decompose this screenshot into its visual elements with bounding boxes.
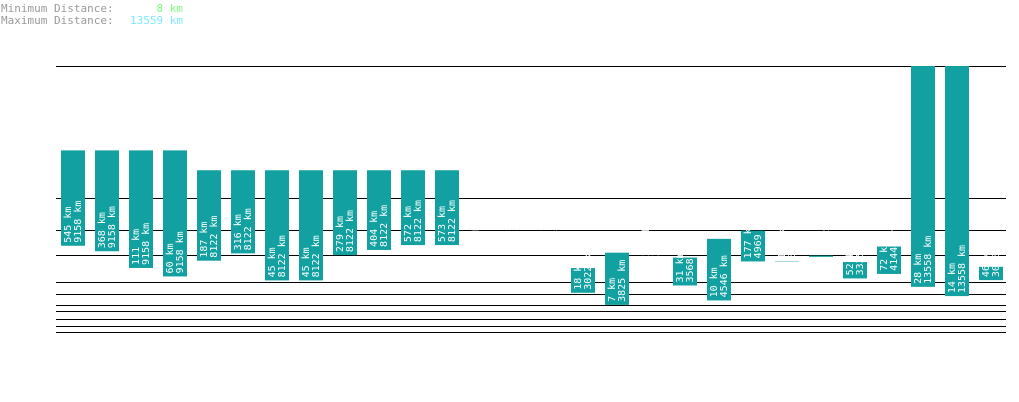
bar-label-min: 31 km	[675, 252, 686, 282]
bar-label-max: 8122 km	[243, 208, 254, 250]
bar-label-max: 3825 km	[617, 260, 628, 302]
bar-label-max: 3792 km	[515, 200, 526, 242]
distance-bar	[401, 170, 425, 246]
distance-bar	[299, 170, 323, 281]
distance-bar	[333, 170, 357, 256]
bar-label-max: 13558 km	[957, 245, 968, 293]
bar-label-max: 3088 km	[991, 235, 1002, 277]
bar-label-max: 8122 km	[209, 216, 220, 258]
bar-label-min: 212 km	[641, 220, 652, 256]
distance-bar	[605, 252, 629, 305]
bar-label-min: 14 km	[947, 263, 958, 293]
bar-label-min: 45 km	[267, 247, 278, 277]
distance-bar	[265, 170, 289, 281]
max-distance-value: 13559 km	[130, 14, 183, 27]
bar-label-max: 8122 km	[345, 210, 356, 252]
bar-label-min: 573 km	[505, 206, 516, 242]
distance-bar	[673, 257, 697, 286]
bar-label-min: 177 km	[743, 222, 754, 258]
bar-label-min: 545 km	[63, 207, 74, 243]
distance-bar	[911, 66, 935, 287]
bar-label-max: 3568 km	[685, 240, 696, 282]
bar-label-min: 219 km	[471, 219, 482, 255]
distance-bar	[197, 170, 221, 261]
distance-bar	[231, 170, 255, 254]
bar-label-min: 177 km	[777, 222, 788, 258]
bar-label-min: 573 km	[437, 206, 448, 242]
bar-label-max: 8122 km	[311, 235, 322, 277]
bar-label-min: 573 km	[539, 206, 550, 242]
bar-label-min: 187 km	[199, 222, 210, 258]
distance-bar	[129, 150, 153, 268]
bar-label-min: 18 km	[573, 260, 584, 290]
bar-label-max: 8122 km	[277, 235, 288, 277]
bar-label-min: 7 km	[607, 278, 618, 302]
bar-label-max: 9158 km	[107, 206, 118, 248]
distance-bar	[843, 262, 867, 279]
bar-label-max: 9158 km	[175, 231, 186, 273]
distance-bar	[367, 170, 391, 250]
bar-label-min: 279 km	[335, 216, 346, 252]
bar-label-max: 3672 km	[821, 212, 832, 254]
bar-label-max: 4144 km	[889, 229, 900, 271]
bar-label-min: 28 km	[913, 254, 924, 284]
distance-summary: Minimum Distance: 8 km Maximum Distance: 1…	[1, 3, 183, 27]
distance-bar	[707, 238, 731, 301]
min-distance-label: Minimum Distance:	[1, 2, 114, 15]
bar-label-min: 72 km	[879, 241, 890, 271]
bar-label-max: 3022 km	[583, 248, 594, 290]
distance-bar	[877, 246, 901, 274]
bar-label-max: 8122 km	[413, 200, 424, 242]
distance-bar	[741, 230, 765, 262]
bar-label-min: 246 km	[811, 218, 822, 254]
bar-label-min: 60 km	[165, 243, 176, 273]
bar-label-min: 368 km	[97, 212, 108, 248]
bar-label-max: 9158 km	[73, 201, 84, 243]
bar-label-max: 9158 km	[141, 223, 152, 265]
bar-label-min: 404 km	[369, 211, 380, 247]
bar-label-max: 8122 km	[379, 205, 390, 247]
bar-label-min: 10 km	[709, 267, 720, 297]
bar-label-min: 46 km	[981, 247, 992, 277]
distance-bar	[163, 150, 187, 277]
distance-bar	[945, 66, 969, 297]
bar-label-min: 111 km	[131, 229, 142, 265]
bar-label-max: 13558 km	[923, 236, 934, 284]
max-distance-label: Maximum Distance:	[1, 14, 114, 27]
min-distance-value: 8 km	[156, 2, 184, 15]
bar-label-max: 4546 km	[719, 255, 730, 297]
bar-label-min: 316 km	[233, 214, 244, 250]
bar-label-min: 572 km	[403, 206, 414, 242]
max-distance-row: Maximum Distance: 13559 km	[1, 15, 183, 27]
bar-label-max: 3152 km	[549, 200, 560, 242]
bar-label-max: 8122 km	[447, 200, 458, 242]
distance-bar	[809, 255, 833, 257]
distance-bar	[571, 268, 595, 293]
min-distance-row: Minimum Distance: 8 km	[1, 3, 183, 15]
bar-label-min: 45 km	[301, 247, 312, 277]
bar-label-max: 4969 km	[753, 216, 764, 258]
distance-bar	[435, 170, 459, 246]
bar-label-min: 52 km	[845, 245, 856, 275]
distance-bar	[95, 150, 119, 252]
bar-label-max: 3168 km	[481, 213, 492, 255]
distance-bar	[61, 150, 85, 246]
bar-label-max: 3385 km	[787, 216, 798, 258]
bar-label-max: 3298 km	[651, 214, 662, 256]
bar-label-max: 3335 km	[855, 233, 866, 275]
distance-bar	[979, 266, 1003, 281]
